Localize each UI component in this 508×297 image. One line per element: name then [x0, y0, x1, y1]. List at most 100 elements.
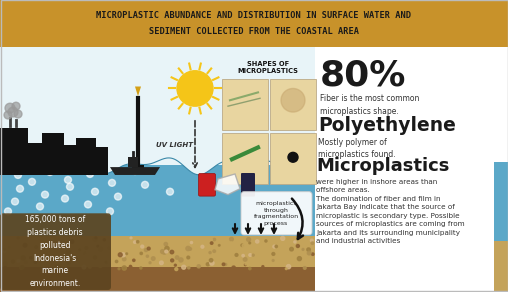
Circle shape [29, 257, 32, 259]
FancyBboxPatch shape [0, 236, 315, 270]
Circle shape [130, 266, 132, 268]
Circle shape [107, 208, 113, 215]
Circle shape [85, 247, 88, 249]
Circle shape [235, 254, 238, 256]
Circle shape [70, 240, 74, 243]
Circle shape [170, 250, 174, 254]
Circle shape [24, 261, 27, 264]
Circle shape [281, 236, 285, 240]
Text: were higher in inshore areas than
offshore areas.
The domination of fiber and fi: were higher in inshore areas than offsho… [316, 179, 465, 244]
Circle shape [281, 89, 305, 112]
Circle shape [126, 253, 128, 255]
Circle shape [201, 245, 204, 248]
Circle shape [90, 252, 93, 256]
FancyBboxPatch shape [199, 173, 215, 196]
Circle shape [130, 237, 132, 239]
Text: 80%: 80% [320, 59, 406, 93]
Circle shape [118, 240, 122, 244]
Circle shape [66, 250, 71, 254]
FancyBboxPatch shape [0, 47, 315, 175]
Circle shape [11, 260, 15, 263]
Circle shape [210, 261, 214, 265]
Circle shape [232, 266, 235, 269]
Circle shape [121, 253, 125, 257]
Circle shape [108, 247, 110, 249]
Circle shape [47, 169, 53, 176]
Circle shape [175, 256, 179, 259]
Circle shape [16, 185, 23, 192]
Circle shape [190, 241, 193, 244]
Circle shape [213, 238, 215, 241]
Circle shape [42, 191, 48, 198]
Circle shape [218, 244, 220, 246]
FancyBboxPatch shape [222, 79, 268, 130]
Text: MICROPLASTIC ABUNDANCE AND DISTRIBUTION IN SURFACE WATER AND: MICROPLASTIC ABUNDANCE AND DISTRIBUTION … [97, 11, 411, 20]
Circle shape [86, 170, 93, 177]
Circle shape [8, 107, 18, 117]
Circle shape [147, 247, 150, 250]
Circle shape [164, 242, 168, 246]
Circle shape [79, 249, 81, 251]
Circle shape [95, 237, 97, 239]
Circle shape [3, 262, 8, 266]
Circle shape [84, 252, 87, 255]
Circle shape [3, 250, 6, 252]
Circle shape [34, 261, 37, 263]
Circle shape [61, 195, 69, 202]
Circle shape [142, 181, 148, 188]
Circle shape [132, 168, 139, 174]
Circle shape [37, 203, 44, 210]
Circle shape [186, 246, 190, 251]
Circle shape [241, 244, 243, 247]
Circle shape [161, 249, 165, 254]
Circle shape [137, 241, 139, 243]
Circle shape [35, 246, 38, 249]
Text: Mostly polymer of
microplastics found.: Mostly polymer of microplastics found. [318, 138, 396, 159]
Circle shape [182, 265, 186, 269]
Circle shape [20, 266, 24, 269]
FancyBboxPatch shape [132, 165, 144, 171]
Circle shape [249, 242, 250, 244]
Circle shape [210, 242, 213, 244]
Circle shape [146, 255, 148, 257]
Circle shape [3, 267, 7, 271]
Circle shape [272, 260, 274, 261]
Polygon shape [0, 47, 315, 175]
Text: Microplastics: Microplastics [316, 157, 450, 175]
Text: Fiber is the most common
microplastics shape.: Fiber is the most common microplastics s… [320, 94, 420, 116]
FancyBboxPatch shape [94, 147, 108, 175]
Circle shape [230, 237, 233, 241]
Circle shape [67, 260, 71, 264]
Circle shape [93, 237, 97, 241]
Circle shape [17, 237, 19, 239]
Circle shape [67, 183, 74, 190]
FancyBboxPatch shape [315, 47, 508, 292]
FancyBboxPatch shape [0, 47, 508, 292]
Circle shape [243, 257, 247, 261]
Circle shape [5, 103, 15, 113]
Circle shape [210, 239, 212, 241]
Circle shape [114, 193, 121, 200]
Text: SHAPES OF
MICROPLASTICS: SHAPES OF MICROPLASTICS [238, 61, 298, 74]
Circle shape [118, 268, 120, 270]
Circle shape [116, 243, 119, 246]
Circle shape [255, 257, 257, 259]
Circle shape [227, 239, 229, 241]
Circle shape [197, 265, 200, 268]
Circle shape [175, 268, 178, 271]
Circle shape [272, 238, 274, 240]
Polygon shape [110, 167, 160, 175]
Circle shape [273, 245, 276, 248]
Circle shape [249, 267, 251, 270]
Circle shape [311, 242, 314, 244]
FancyBboxPatch shape [0, 0, 508, 47]
Circle shape [93, 256, 97, 259]
Circle shape [144, 249, 147, 252]
Circle shape [292, 251, 295, 253]
Circle shape [46, 254, 49, 256]
Circle shape [310, 239, 313, 242]
Circle shape [15, 172, 21, 178]
Circle shape [262, 261, 266, 264]
Text: UV LIGHT: UV LIGHT [156, 143, 194, 148]
Circle shape [91, 188, 99, 195]
